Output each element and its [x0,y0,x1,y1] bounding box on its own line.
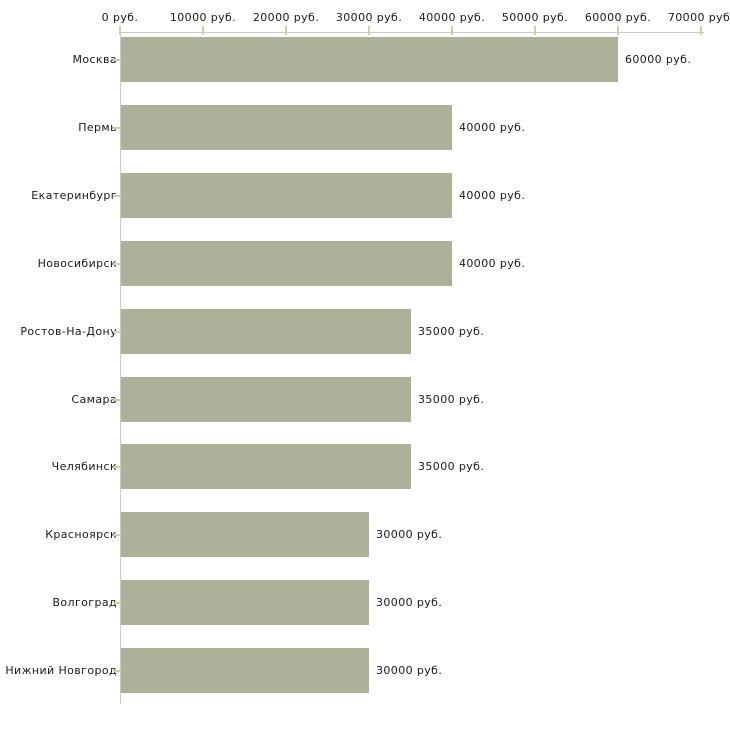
y-axis-tick [113,194,121,197]
category-label: Пермь [78,120,117,134]
y-axis-tick [113,398,121,401]
y-axis-tick [113,58,121,61]
y-axis-tick [113,330,121,333]
bar-value-label: 40000 руб. [459,120,526,134]
category-label: Челябинск [51,459,117,473]
x-axis-line [120,32,704,33]
y-axis-tick [113,601,121,604]
y-axis-line [120,32,121,704]
x-tick-label: 40000 руб. [418,11,486,24]
bar-value-label: 35000 руб. [418,459,485,473]
x-tick-label: 60000 руб. [584,11,652,24]
bar [121,241,452,286]
x-tick-label: 10000 руб. [169,11,237,24]
bar-value-label: 30000 руб. [376,595,443,609]
y-axis-tick [113,465,121,468]
x-axis-tick [700,26,702,35]
bar-value-label: 40000 руб. [459,188,526,202]
x-tick-label: 0 руб. [101,11,139,24]
bar [121,105,452,150]
y-axis-tick [113,669,121,672]
x-axis-tick [451,26,453,35]
x-tick-label: 20000 руб. [252,11,320,24]
bar-value-label: 40000 руб. [459,256,526,270]
bar [121,173,452,218]
x-axis-tick [202,26,204,35]
bar-value-label: 60000 руб. [625,52,692,66]
x-tick-label: 30000 руб. [335,11,403,24]
bar [121,309,411,354]
bar [121,377,411,422]
x-axis-tick [368,26,370,35]
category-label: Ростов-На-Дону [20,324,117,338]
bar [121,580,369,625]
bar-value-label: 30000 руб. [376,527,443,541]
x-axis-tick [617,26,619,35]
category-label: Самара [71,392,117,406]
x-axis-tick [119,26,121,35]
bar [121,37,618,82]
category-label: Нижний Новгород [5,663,117,677]
x-axis-tick [285,26,287,35]
x-axis-tick [534,26,536,35]
bar [121,444,411,489]
bar-value-label: 35000 руб. [418,324,485,338]
bar-value-label: 30000 руб. [376,663,443,677]
bar-value-label: 35000 руб. [418,392,485,406]
y-axis-tick [113,533,121,536]
category-label: Новосибирск [37,256,117,270]
bar [121,512,369,557]
category-label: Москва [72,52,117,66]
y-axis-tick [113,126,121,129]
category-label: Волгоград [52,595,117,609]
x-tick-label: 70000 руб. [667,11,730,24]
category-label: Красноярск [45,527,117,541]
y-axis-tick [113,262,121,265]
bar [121,648,369,693]
x-tick-label: 50000 руб. [501,11,569,24]
category-label: Екатеринбург [31,188,117,202]
